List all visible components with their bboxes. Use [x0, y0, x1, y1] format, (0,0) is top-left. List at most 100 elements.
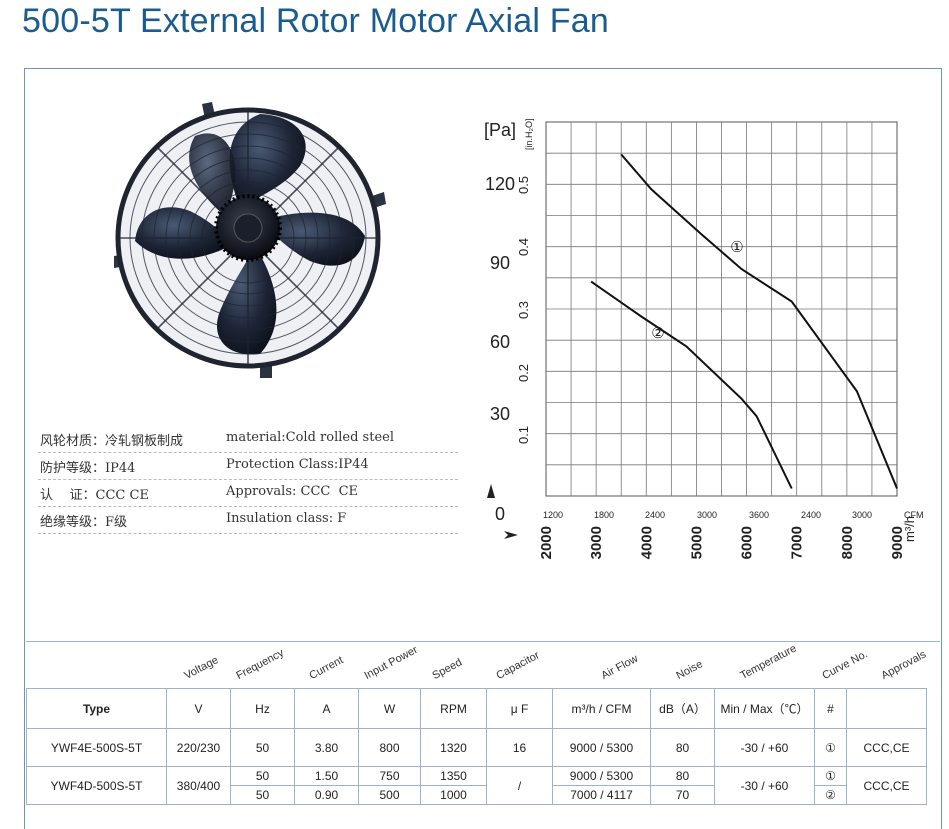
x-m3h-label: m³/h: [902, 516, 917, 542]
spec-list: 风轮材质：冷轧钢板制成 material:Cold rolled steel 防…: [38, 426, 458, 534]
cell-airflow: 9000 / 5300: [552, 766, 651, 786]
content-frame: [24, 68, 942, 829]
cell-speed: 1350: [420, 766, 487, 786]
spec-row: 绝缘等级：F级 Insulation class: F: [38, 507, 458, 534]
x-axis-ticks: 1200 1800 2400 3000 3600 2400 3000 2000 3000 4000…: [538, 510, 906, 559]
page-title: 500-5T External Rotor Motor Axial Fan: [22, 2, 609, 40]
y-inh2o-label: [in.H₂O]: [524, 119, 534, 151]
curve-line: [620, 153, 898, 489]
cell-power: 500: [358, 785, 421, 805]
cell-frequency: 50: [230, 766, 295, 786]
cell-capacitor: /: [486, 766, 553, 805]
spec-row: 风轮材质：冷轧钢板制成 material:Cold rolled steel: [38, 426, 458, 453]
unit-airflow: m³/h / CFM: [552, 688, 651, 729]
cell-temperature: -30 / +60: [714, 728, 815, 767]
spec-cn: 绝缘等级：F级: [40, 515, 128, 530]
unit-approvals: [846, 688, 927, 729]
y-inh2o-tick: 0.2: [516, 364, 531, 382]
unit-capacitor: μ F: [486, 688, 553, 729]
y-pa-tick: 120: [485, 174, 515, 194]
x-m3h-tick: 4000: [638, 526, 655, 559]
cell-curve: ①: [814, 728, 847, 767]
x-m3h-tick: 2000: [538, 526, 555, 559]
spec-en: material:Cold rolled steel: [226, 430, 394, 445]
spec-table: Type V Hz A W RPM μ F m³/h / CFM dB（A） M…: [26, 688, 927, 805]
x-m3h-tick: 5000: [688, 526, 705, 559]
x-m3h-tick: 8000: [839, 526, 856, 559]
y-pa-tick: 60: [490, 332, 510, 352]
y-axis-ticks: 0 30 60 90 120 0.1 0.2 0.3 0.4 0.5: [485, 174, 531, 524]
x-arrow-icon: [504, 531, 518, 539]
unit-frequency: Hz: [230, 688, 295, 729]
type-header: Type: [26, 688, 167, 729]
x-cfm-tick: 3000: [852, 510, 872, 520]
cell-approvals: CCC,CE: [846, 728, 927, 767]
spec-row: 防护等级：IP44 Protection Class:IP44: [38, 453, 458, 480]
cell-noise: 70: [650, 785, 715, 805]
cell-capacitor: 16: [486, 728, 553, 767]
cell-type: YWF4D-500S-5T: [26, 766, 167, 805]
unit-temperature: Min / Max（℃）: [714, 688, 815, 729]
spec-en: Approvals: CCC CE: [226, 484, 359, 499]
x-cfm-tick: 2400: [801, 510, 821, 520]
cell-current: 1.50: [294, 766, 359, 786]
x-m3h-tick: 7000: [789, 526, 806, 559]
x-cfm-tick: 1200: [543, 510, 563, 520]
unit-power: W: [358, 688, 421, 729]
cell-current: 0.90: [294, 785, 359, 805]
performance-chart: 0 30 60 90 120 0.1 0.2 0.3 0.4 0.5 1200 1800 2400 30…: [484, 119, 924, 560]
cell-type: YWF4E-500S-5T: [26, 728, 167, 767]
y-pa-tick: 30: [490, 404, 510, 424]
x-cfm-label: CFM: [904, 510, 924, 520]
chart-curves: ①②: [590, 153, 898, 489]
fan-image: [114, 102, 386, 378]
unit-noise: dB（A）: [650, 688, 715, 729]
x-cfm-tick: 2400: [645, 510, 665, 520]
curve-line: [590, 280, 793, 489]
unit-curve: #: [814, 688, 847, 729]
cell-speed: 1000: [420, 785, 487, 805]
cell-curve: ①: [814, 766, 847, 786]
cell-power: 800: [358, 728, 421, 767]
unit-current: A: [294, 688, 359, 729]
spec-cn: 风轮材质：冷轧钢板制成: [40, 434, 184, 449]
cell-curve: ②: [814, 785, 847, 805]
cell-approvals: CCC,CE: [846, 766, 927, 805]
unit-speed: RPM: [420, 688, 487, 729]
spec-en: Insulation class: F: [226, 511, 347, 526]
curve-label: ①: [730, 239, 743, 256]
units-row: Type V Hz A W RPM μ F m³/h / CFM dB（A） M…: [26, 688, 927, 729]
cell-voltage: 220/230: [166, 728, 231, 767]
cell-current: 3.80: [294, 728, 359, 767]
x-m3h-tick: 6000: [739, 526, 756, 559]
cell-power: 750: [358, 766, 421, 786]
y-inh2o-tick: 0.1: [516, 426, 531, 444]
spec-cn: 防护等级：IP44: [40, 461, 136, 476]
cell-voltage: 380/400: [166, 766, 231, 805]
table-top-line: [26, 641, 940, 642]
spec-row: 认 证：CCC CE Approvals: CCC CE: [38, 480, 458, 507]
curve-label: ②: [651, 325, 664, 342]
table-row: 50 0.90 500 1000 7000 / 4117 70 ②: [27, 785, 927, 805]
y-arrow-icon: [487, 484, 495, 498]
x-cfm-tick: 3600: [749, 510, 769, 520]
cell-airflow: 9000 / 5300: [552, 728, 651, 767]
spec-en: Protection Class:IP44: [226, 457, 369, 472]
x-m3h-tick: 3000: [588, 526, 605, 559]
x-cfm-tick: 1800: [594, 510, 614, 520]
unit-voltage: V: [166, 688, 231, 729]
cell-speed: 1320: [420, 728, 487, 767]
y-pa-tick: 0: [495, 504, 505, 524]
cell-noise: 80: [650, 728, 715, 767]
y-pa-tick: 90: [490, 253, 510, 273]
table-row: YWF4E-500S-5T 220/230 50 3.80 800 1320 1…: [26, 728, 927, 767]
y-inh2o-tick: 0.5: [516, 176, 531, 194]
table-row: YWF4D-500S-5T 380/400 50 1.50 750 1350 /…: [26, 766, 927, 805]
cell-airflow: 7000 / 4117: [552, 785, 651, 805]
x-cfm-tick: 3000: [697, 510, 717, 520]
cell-noise: 80: [650, 766, 715, 786]
cell-frequency: 50: [230, 728, 295, 767]
y-pa-label: [Pa]: [484, 120, 516, 140]
cell-temperature: -30 / +60: [714, 766, 815, 805]
y-inh2o-tick: 0.3: [516, 301, 531, 319]
